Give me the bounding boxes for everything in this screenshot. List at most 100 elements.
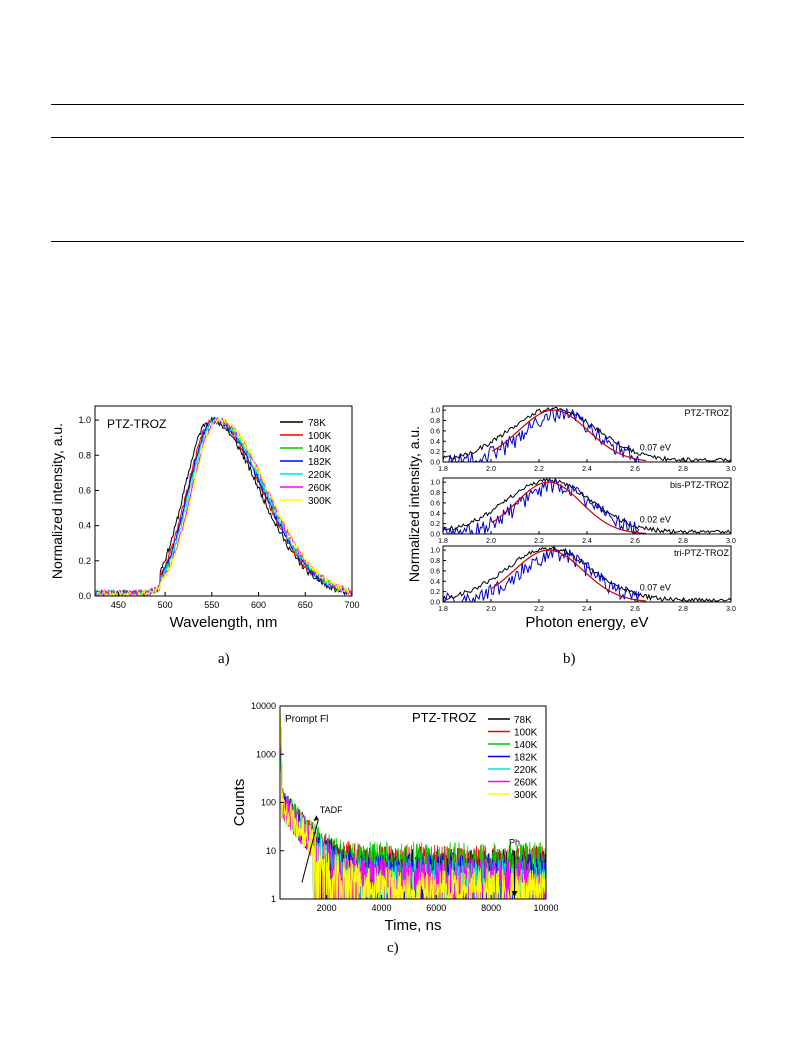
y-tick-label-b: 0.4 <box>430 579 440 586</box>
top-rule <box>51 104 744 105</box>
panel-annotation-tri-PTZ-TROZ: 0.07 eV <box>640 583 671 593</box>
legend-label-c-182K: 182K <box>514 753 538 764</box>
x-tick-label-b: 3.0 <box>726 606 736 613</box>
legend-label-140K: 140K <box>308 444 332 455</box>
x-tick-label-b: 2.6 <box>630 538 640 545</box>
x-tick-label-a: 650 <box>298 600 313 610</box>
y-axis-label-c: Counts <box>231 779 248 827</box>
x-tick-label-c: 10000 <box>533 903 558 913</box>
legend-label-c-100K: 100K <box>514 728 538 739</box>
data-line-PTZ-TROZ <box>443 406 731 462</box>
arrow-tadf <box>301 819 319 883</box>
x-tick-label-b: 1.8 <box>438 466 448 473</box>
x-tick-label-b: 2.8 <box>678 466 688 473</box>
header-rule <box>51 137 744 138</box>
panel-title-bis-PTZ-TROZ: bis-PTZ-TROZ <box>670 480 729 490</box>
x-tick-label-a: 450 <box>111 600 126 610</box>
legend-label-220K: 220K <box>308 470 332 481</box>
y-tick-label-b: 1.0 <box>430 548 440 555</box>
y-tick-label-b: 0.0 <box>430 600 440 607</box>
x-tick-label-b: 3.0 <box>726 538 736 545</box>
x-axis-label-c: Time, ns <box>385 917 442 934</box>
y-tick-label-b: 0.6 <box>430 428 440 435</box>
x-tick-label-b: 2.6 <box>630 466 640 473</box>
y-tick-label-c: 1 <box>271 894 276 904</box>
y-tick-label-b: 0.4 <box>430 511 440 518</box>
chart-b-photon-energy-panels: 0.0 0.2 0.4 0.6 0.8 1.0 1.8 2.0 2.2 2.4 2.6 2.8 3.0 P… <box>406 405 736 631</box>
decay-line-300K <box>280 713 546 899</box>
legend-label-c-78K: 78K <box>514 715 532 726</box>
y-tick-label-b: 0.0 <box>430 532 440 539</box>
y-tick-label-b: 0.2 <box>430 449 440 456</box>
x-tick-label-c: 4000 <box>371 903 391 913</box>
panel-annotation-PTZ-TROZ: 0.07 eV <box>640 443 671 453</box>
x-tick-label-b: 2.8 <box>678 606 688 613</box>
x-tick-label-a: 500 <box>158 600 173 610</box>
y-tick-label-a: 0.2 <box>78 556 91 566</box>
legend-label-c-300K: 300K <box>514 790 538 801</box>
y-axis-label-b: Normalized intensity, a.u. <box>406 426 422 582</box>
x-tick-label-a: 600 <box>251 600 266 610</box>
x-tick-label-b: 1.8 <box>438 538 448 545</box>
x-tick-label-b: 2.0 <box>486 606 496 613</box>
panel-plot-tri-PTZ-TROZ <box>443 546 731 602</box>
annotation-prompt-fl: Prompt Fl <box>285 714 328 725</box>
y-tick-label-c: 10 <box>266 846 276 856</box>
panel-plot-PTZ-TROZ <box>443 406 731 462</box>
legend-label-100K: 100K <box>308 431 332 442</box>
x-tick-label-b: 2.8 <box>678 538 688 545</box>
legend-label-c-260K: 260K <box>514 778 538 789</box>
arrowhead-ph <box>511 891 518 898</box>
x-axis-label-b: Photon energy, eV <box>525 614 648 631</box>
y-tick-label-b: 0.4 <box>430 439 440 446</box>
chart-title-c: PTZ-TROZ <box>412 710 476 725</box>
figure-label-b: b) <box>563 651 576 667</box>
y-tick-label-a: 1.0 <box>78 415 91 425</box>
fit-line-PTZ-TROZ <box>491 409 647 462</box>
annotation-tadf: TADF <box>320 805 343 815</box>
x-tick-label-b: 2.0 <box>486 466 496 473</box>
y-tick-label-a: 0.0 <box>78 591 91 601</box>
x-tick-label-b: 2.2 <box>534 466 544 473</box>
y-tick-label-c: 100 <box>261 798 276 808</box>
legend-label-300K: 300K <box>308 496 332 507</box>
panel-title-tri-PTZ-TROZ: tri-PTZ-TROZ <box>674 548 729 558</box>
y-tick-label-b: 0.8 <box>430 418 440 425</box>
legend-label-c-220K: 220K <box>514 765 538 776</box>
x-tick-label-c: 6000 <box>426 903 446 913</box>
legend-label-c-140K: 140K <box>514 740 538 751</box>
x-tick-label-c: 8000 <box>481 903 501 913</box>
delayed-line-PTZ-TROZ <box>443 407 640 462</box>
x-tick-label-b: 2.4 <box>582 466 592 473</box>
arrowhead-tadf <box>313 815 319 822</box>
plot-area-c <box>280 713 546 899</box>
y-tick-label-c: 10000 <box>251 701 276 711</box>
y-tick-label-b: 0.8 <box>430 490 440 497</box>
legend-label-78K: 78K <box>308 418 326 429</box>
x-tick-label-b: 3.0 <box>726 466 736 473</box>
annotation-ph: Ph <box>509 837 520 847</box>
panel-annotation-bis-PTZ-TROZ: 0.02 eV <box>640 515 671 525</box>
x-tick-label-a: 550 <box>204 600 219 610</box>
y-tick-label-b: 1.0 <box>430 480 440 487</box>
y-tick-label-a: 0.6 <box>78 485 91 495</box>
x-tick-label-b: 2.2 <box>534 606 544 613</box>
y-tick-label-b: 0.2 <box>430 589 440 596</box>
y-tick-label-b: 0.2 <box>430 521 440 528</box>
x-tick-label-b: 2.4 <box>582 606 592 613</box>
y-tick-label-a: 0.4 <box>78 521 91 531</box>
x-tick-label-b: 2.6 <box>630 606 640 613</box>
delayed-line-bis-PTZ-TROZ <box>443 478 640 534</box>
figure-label-a: a) <box>218 651 230 667</box>
chart-a-emission-spectra: 450 500 550 600 650 700 0.0 0.2 0.4 0.6 0.8 1.0 Wave… <box>49 405 360 631</box>
delayed-line-tri-PTZ-TROZ <box>443 546 640 602</box>
y-tick-label-a: 0.8 <box>78 450 91 460</box>
y-tick-label-b: 0.8 <box>430 558 440 565</box>
bottom-rule <box>51 241 744 242</box>
x-tick-label-c: 2000 <box>317 903 337 913</box>
x-tick-label-b: 2.0 <box>486 538 496 545</box>
y-tick-label-b: 0.6 <box>430 568 440 575</box>
y-axis-label-a: Normalized intensity, a.u. <box>49 423 65 579</box>
x-tick-label-b: 2.2 <box>534 538 544 545</box>
legend-label-260K: 260K <box>308 483 332 494</box>
